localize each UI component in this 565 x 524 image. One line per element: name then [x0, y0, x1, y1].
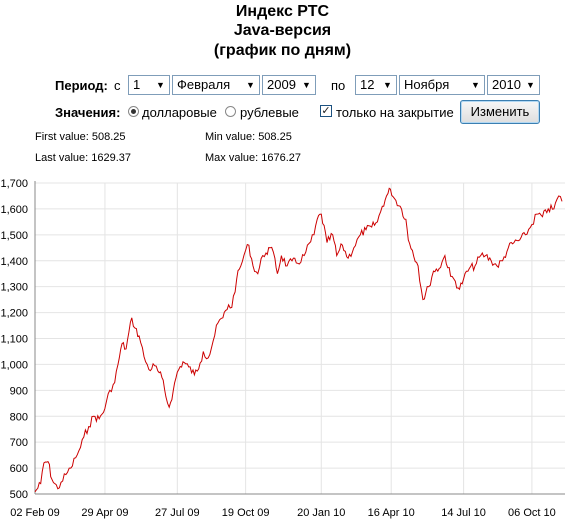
- y-tick-label: 700: [10, 437, 28, 449]
- ruble-radio-label[interactable]: рублевые: [240, 104, 299, 120]
- from-month-select[interactable]: Февраля ▼: [172, 75, 260, 95]
- last-value: Last value: 1629.37: [35, 152, 132, 164]
- y-tick-label: 1,200: [0, 308, 28, 320]
- chart-subtitle: Java-версия: [233, 22, 332, 39]
- chart-caption: (график по дням): [213, 42, 352, 59]
- chevron-down-icon: ▼: [383, 80, 392, 90]
- from-day-value: 1: [133, 77, 141, 92]
- close-only-checkbox[interactable]: ✓: [320, 105, 332, 117]
- period-row: Период: с 1 ▼ Февраля ▼ 2009 ▼ по 12 ▼ Н…: [0, 73, 565, 97]
- x-tick-label: 29 Apr 09: [81, 507, 128, 519]
- y-tick-label: 1,100: [0, 334, 28, 346]
- change-button[interactable]: Изменить: [460, 100, 540, 124]
- y-tick-label: 1,700: [0, 178, 28, 190]
- first-value: First value: 508.25: [35, 131, 126, 143]
- y-tick-label: 800: [10, 411, 28, 423]
- chevron-down-icon: ▼: [471, 80, 480, 90]
- y-tick-label: 900: [10, 385, 28, 397]
- y-tick-label: 1,500: [0, 230, 28, 242]
- y-tick-label: 1,400: [0, 256, 28, 268]
- x-tick-label: 20 Jan 10: [297, 507, 345, 519]
- to-month-select[interactable]: Ноября ▼: [399, 75, 485, 95]
- dollar-radio-label[interactable]: долларовые: [142, 104, 217, 120]
- y-tick-label: 1,600: [0, 204, 28, 216]
- chevron-down-icon: ▼: [246, 80, 255, 90]
- to-year-select[interactable]: 2010 ▼: [487, 75, 540, 95]
- values-row: Значения: долларовые рублевые ✓ только н…: [0, 100, 565, 124]
- to-month-value: Ноября: [404, 77, 450, 92]
- chevron-down-icon: ▼: [526, 80, 535, 90]
- series-line: [34, 187, 563, 493]
- x-tick-label: 06 Oct 10: [508, 507, 556, 519]
- y-tick-label: 500: [10, 489, 28, 501]
- from-day-select[interactable]: 1 ▼: [128, 75, 170, 95]
- x-tick-label: 19 Oct 09: [222, 507, 270, 519]
- y-tick-label: 1,000: [0, 359, 28, 371]
- to-prefix: по: [331, 77, 346, 93]
- x-tick-label: 27 Jul 09: [155, 507, 200, 519]
- y-tick-label: 1,300: [0, 282, 28, 294]
- values-label: Значения:: [55, 104, 121, 120]
- to-year-value: 2010: [492, 77, 521, 92]
- from-month-value: Февраля: [177, 77, 231, 92]
- to-day-value: 12: [360, 77, 375, 92]
- from-year-value: 2009: [267, 77, 296, 92]
- x-tick-label: 16 Apr 10: [368, 507, 415, 519]
- from-year-select[interactable]: 2009 ▼: [262, 75, 316, 95]
- min-value: Min value: 508.25: [205, 131, 292, 143]
- dollar-radio[interactable]: [128, 106, 139, 117]
- from-prefix: с: [114, 77, 121, 93]
- ruble-radio[interactable]: [225, 106, 236, 117]
- chart-title: Индекс РТС: [235, 3, 330, 20]
- close-only-label[interactable]: только на закрытие: [336, 104, 454, 120]
- x-tick-label: 02 Feb 09: [10, 507, 60, 519]
- x-tick-label: 14 Jul 10: [441, 507, 486, 519]
- to-day-select[interactable]: 12 ▼: [355, 75, 397, 95]
- max-value: Max value: 1676.27: [205, 152, 302, 164]
- y-tick-label: 600: [10, 463, 28, 475]
- chevron-down-icon: ▼: [302, 80, 311, 90]
- chevron-down-icon: ▼: [156, 80, 165, 90]
- period-label: Период:: [55, 77, 108, 93]
